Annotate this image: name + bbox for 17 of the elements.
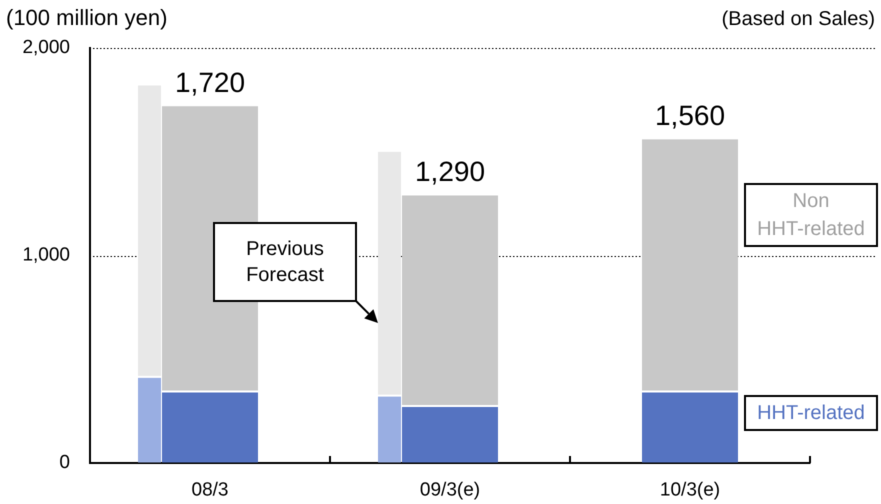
total-label: 1,720 <box>174 66 246 98</box>
x-tick-label: 08/3 <box>192 480 228 501</box>
series-label: Non HHT-related <box>757 190 865 240</box>
total-label: 1,560 <box>654 100 726 132</box>
y-tick-label: 1,000 <box>22 244 70 266</box>
y-tick-label: 0 <box>59 452 70 474</box>
y-axis-title: (100 million yen) <box>6 4 168 32</box>
annotation: Previous Forecast <box>245 236 325 288</box>
total-label: 1,290 <box>414 156 486 188</box>
label-box: HHT-related <box>744 395 878 432</box>
y-tick-label: 2,000 <box>22 37 70 58</box>
text: (Based on Sales) <box>722 7 875 32</box>
callout-box: Previous Forecast <box>213 222 357 302</box>
label-box: Non HHT-related <box>744 183 878 248</box>
x-tick-label: 09/3(e) <box>420 480 480 501</box>
series-label: HHT-related <box>757 402 865 424</box>
x-tick-label: 10/3(e) <box>660 480 720 501</box>
